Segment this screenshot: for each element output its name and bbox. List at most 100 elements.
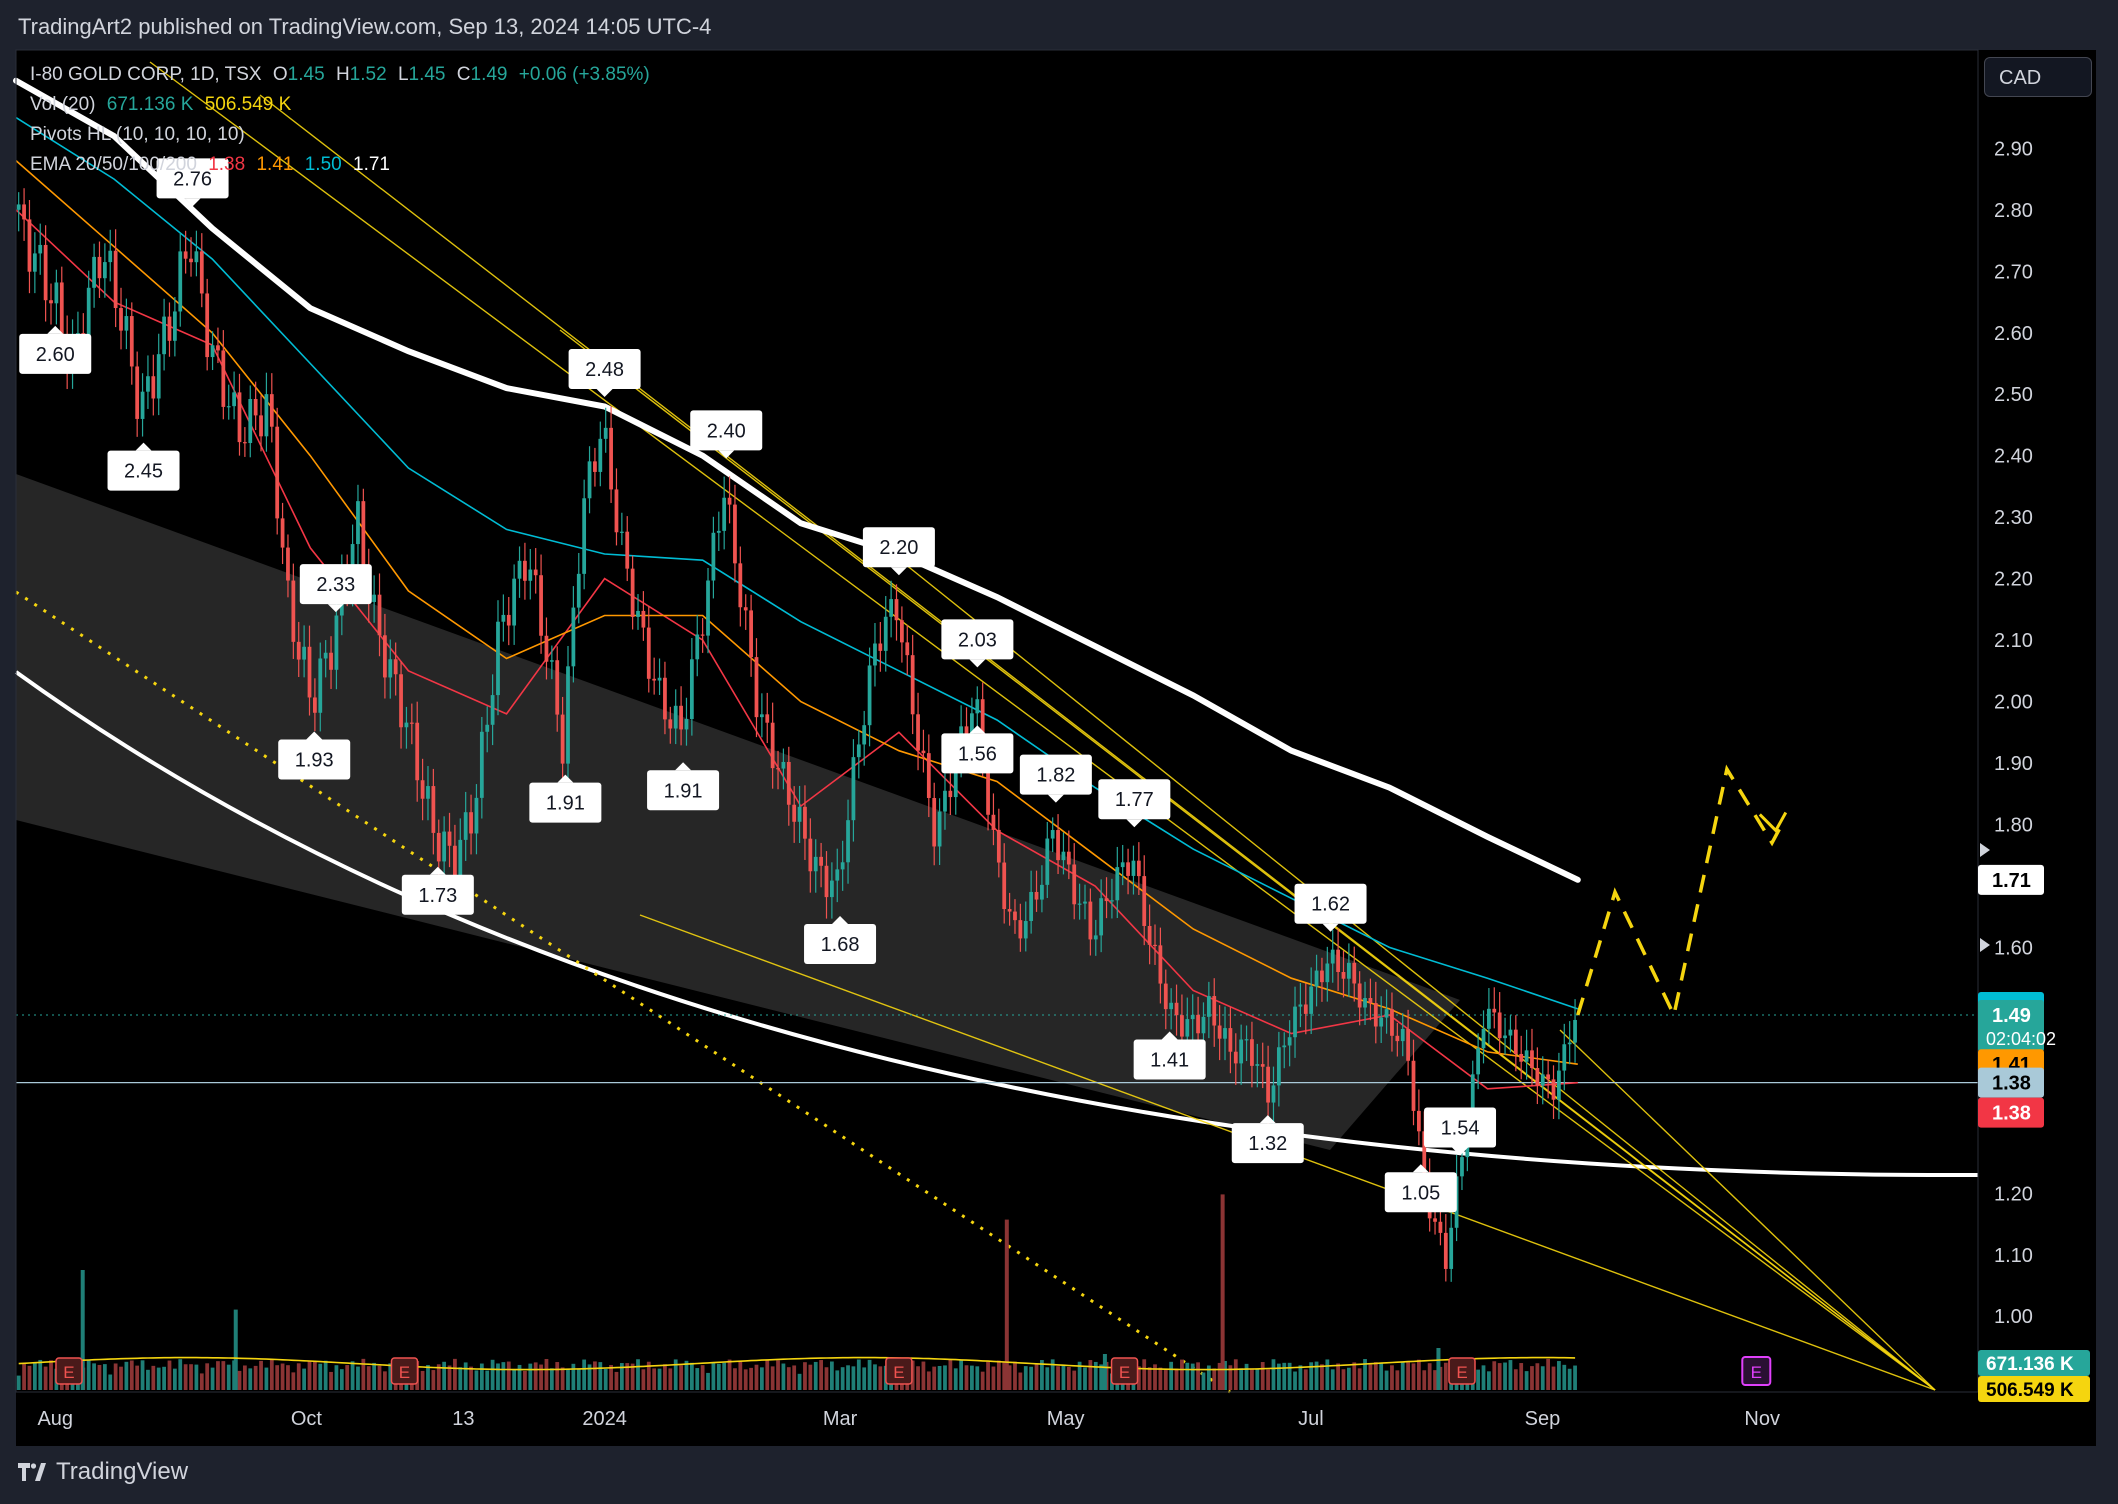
candle-body [426,786,430,799]
candle-body [819,856,823,866]
volume-bar [172,1368,177,1390]
pivot-pointer [557,774,574,783]
volume-label[interactable]: Vol (20) [30,94,96,115]
candle-body [1045,838,1050,885]
candle-body [1206,996,1211,1017]
candle-body [436,832,441,862]
candle-body [668,719,673,729]
projection-path [1576,764,1784,1021]
axis-marker-arrow [1980,843,1990,857]
trendline [149,61,1936,1391]
candle-body [1260,1064,1265,1067]
low-value: 1.45 [408,64,446,85]
volume-bar [49,1360,53,1390]
volume-bar [32,1362,37,1390]
volume-bar [846,1365,850,1390]
volume-bar [167,1360,172,1390]
earnings-marker [1448,1357,1476,1385]
volume-bar [1077,1361,1082,1390]
candle-body [210,345,215,358]
candle-body [797,806,802,822]
candle-body [1352,962,1357,984]
pivots-label[interactable]: Pivots HL (10, 10, 10, 10) [30,124,245,145]
volume-bar [226,1364,231,1390]
candle-body [689,659,694,720]
earnings-marker [1110,1357,1139,1385]
volume-bar [1416,1359,1421,1390]
candle-body [86,287,91,346]
volume-bar [1443,1362,1448,1390]
volume-bar [1147,1367,1152,1390]
volume-spike [1436,1348,1441,1390]
volume-bar [469,1366,473,1390]
candle-body [32,253,37,272]
candle-body [539,575,543,636]
volume-bar [1390,1365,1394,1390]
pivot-box [401,874,474,915]
volume-bar [189,1364,193,1390]
candle-body [1131,860,1136,876]
candle-body [485,724,490,732]
candle-body [1029,891,1034,922]
candle-body [1535,1068,1540,1086]
candle-body [980,699,985,761]
volume-bar [388,1363,393,1390]
volume-bar [458,1367,463,1390]
currency-selector[interactable]: CAD [1984,57,2092,97]
candle-body [334,615,339,670]
ema-label[interactable]: EMA 20/50/100/200 [30,154,197,175]
candle-body [1217,1025,1222,1039]
volume-bar [937,1365,942,1390]
volume-bar [1072,1370,1077,1390]
dotted-trendline [15,590,1231,1394]
time-tick: Sep [1525,1408,1561,1430]
volume-bar [593,1361,597,1390]
volume-bar [1061,1364,1066,1390]
volume-bar [1557,1361,1561,1390]
candle-body [1120,862,1125,868]
volume-bar [1174,1368,1179,1390]
candle-body [469,812,473,834]
candle-body [986,760,990,815]
price-tick: 1.90 [1994,753,2033,775]
pivot-box [690,410,763,451]
time-tick: Mar [823,1408,858,1430]
volume-bar [539,1364,543,1390]
volume-bar [609,1365,613,1390]
candle-body [356,501,360,545]
candle-body [657,677,662,681]
volume-bar [216,1361,220,1390]
volume-bar [1271,1359,1276,1390]
volume-bar [1293,1371,1297,1390]
pivot-high-label: 1.62 [1311,894,1350,916]
candle-body [1233,1051,1238,1064]
volume-bar [307,1360,312,1390]
candle-body [878,643,883,651]
volume-bar [953,1368,958,1390]
volume-bar [716,1363,721,1390]
volume-bar [813,1361,818,1390]
volume-bar [1040,1360,1044,1390]
symbol-name[interactable]: I-80 GOLD CORP, 1D, TSX [30,64,262,85]
pivot-pointer [969,659,986,668]
volume-bar [194,1364,199,1390]
volume-bar [1476,1369,1481,1390]
projection-arrow [1758,811,1788,833]
volume-bar [1535,1363,1540,1390]
candle-body [910,655,915,715]
pivot-pointer [184,198,201,207]
candle-body [286,547,290,581]
channel-layer [16,474,1460,1150]
candle-body [296,641,301,660]
change-value: +0.06 (+3.85%) [518,64,650,85]
candle-body [1223,1028,1227,1039]
volume-bar [797,1373,802,1390]
volume-bar [1363,1359,1367,1390]
volume-bar [1346,1367,1351,1390]
pivot-low-label: 1.91 [546,793,585,815]
price-label-text: 1.38 [1992,1103,2031,1125]
candle-body [786,761,791,805]
volume-bar [776,1360,780,1390]
open-label: O [272,64,288,85]
